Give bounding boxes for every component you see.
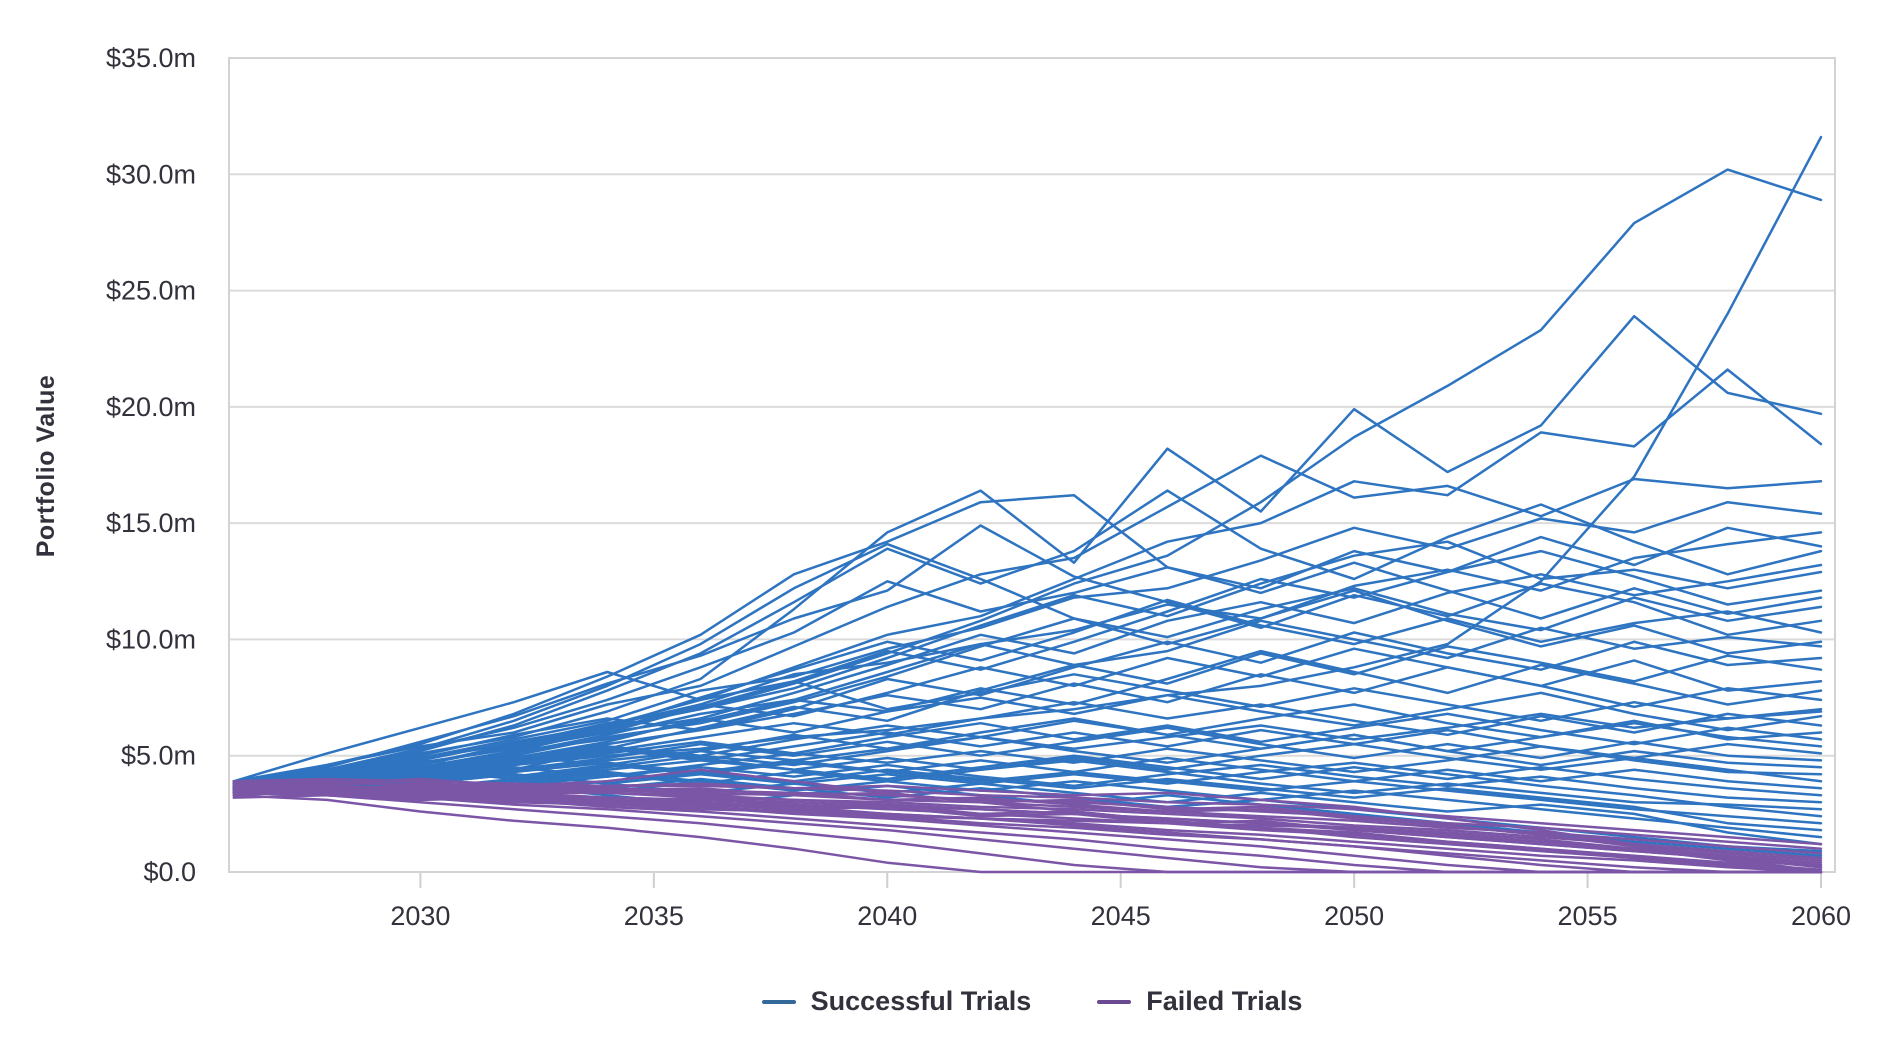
series-line-successful-3 xyxy=(232,135,1823,792)
legend-label-failed-trials: Failed Trials xyxy=(1146,986,1303,1016)
series-line-successful-30 xyxy=(232,745,1823,792)
series-line-successful-1 xyxy=(232,314,1823,785)
series-line-failed-17 xyxy=(232,794,1823,867)
x-tick-label: 2055 xyxy=(1558,901,1618,931)
series-line-failed-21 xyxy=(232,784,1823,869)
chart-legend: Successful Trials Failed Trials xyxy=(229,986,1835,1017)
series-line-successful-13 xyxy=(232,524,1823,785)
legend-item-failed-trials[interactable]: Failed Trials xyxy=(1097,986,1302,1017)
series-line-successful-43 xyxy=(232,489,1823,790)
series-line-failed-22 xyxy=(232,777,1823,846)
series-line-failed-19 xyxy=(232,782,1823,874)
series-line-successful-44 xyxy=(232,493,1823,785)
series-line-successful-15 xyxy=(232,619,1823,795)
y-tick-label: $20.0m xyxy=(106,392,196,422)
x-tick-label: 2060 xyxy=(1791,901,1851,931)
y-tick-label: $5.0m xyxy=(121,741,196,771)
failed-trials-line-swatch xyxy=(1097,999,1132,1004)
series-line-successful-8 xyxy=(232,526,1823,785)
x-tick-label: 2050 xyxy=(1324,901,1384,931)
series-line-successful-14 xyxy=(232,598,1823,790)
x-tick-label: 2030 xyxy=(390,901,450,931)
series-line-successful-33 xyxy=(232,754,1823,797)
x-tick-label: 2040 xyxy=(857,901,917,931)
y-tick-label: $0.0 xyxy=(143,857,196,887)
series-line-successful-22 xyxy=(232,691,1823,788)
series-line-successful-18 xyxy=(232,647,1823,785)
legend-item-successful-trials[interactable]: Successful Trials xyxy=(761,986,1032,1017)
y-tick-label: $35.0m xyxy=(106,43,196,73)
series-line-successful-40 xyxy=(232,773,1823,846)
legend-label-successful-trials: Successful Trials xyxy=(810,986,1032,1016)
x-tick-label: 2045 xyxy=(1091,901,1151,931)
y-tick-label: $25.0m xyxy=(106,276,196,306)
series-line-successful-25 xyxy=(232,712,1823,792)
y-tick-label: $10.0m xyxy=(106,624,196,654)
series-line-successful-45 xyxy=(232,542,1823,788)
series-line-successful-20 xyxy=(232,666,1823,792)
series-line-successful-26 xyxy=(232,717,1823,785)
y-tick-label: $30.0m xyxy=(106,159,196,189)
y-axis-title: Portfolio Value xyxy=(32,374,60,558)
x-tick-label: 2035 xyxy=(624,901,684,931)
y-tick-label: $15.0m xyxy=(106,508,196,538)
series-line-failed-13 xyxy=(232,791,1823,864)
series-line-successful-6 xyxy=(232,500,1823,790)
successful-trials-line-swatch xyxy=(761,999,796,1004)
series-line-successful-46 xyxy=(232,710,1823,792)
series-line-failed-20 xyxy=(232,791,1823,874)
